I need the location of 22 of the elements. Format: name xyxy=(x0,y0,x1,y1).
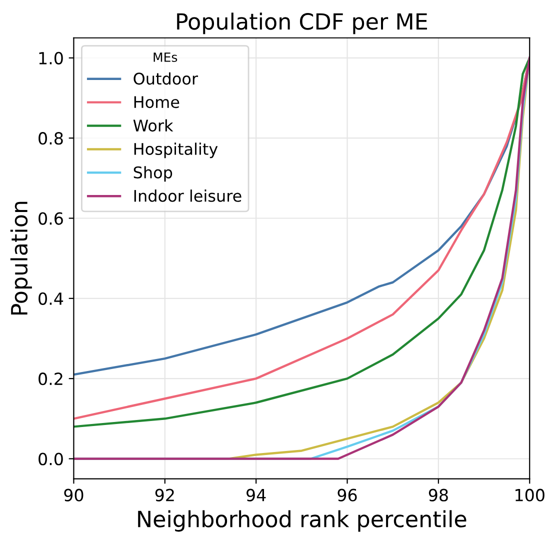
x-tick-label: 94 xyxy=(246,488,266,502)
x-tick-label: 92 xyxy=(155,488,174,502)
x-tick-label: 90 xyxy=(64,488,84,502)
y-tick-label: 0.8 xyxy=(38,132,63,145)
y-tick-label: 0.6 xyxy=(38,212,63,225)
y-tick-label: 1.0 xyxy=(39,52,63,64)
x-tick-label: 98 xyxy=(428,488,448,502)
x-axis-title: Neighborhood rank percentile xyxy=(138,510,466,532)
x-tick-label: 96 xyxy=(338,488,357,502)
legend-label: Outdoor xyxy=(134,72,198,85)
y-tick-label: 0.4 xyxy=(38,292,64,305)
legend-label: Hospitality xyxy=(134,142,218,158)
legend-label: Work xyxy=(133,119,174,132)
y-tick-label: 0.0 xyxy=(38,452,63,466)
legend-label: Indoor leisure xyxy=(134,190,242,202)
legend-label: Home xyxy=(134,96,180,108)
legend-label: Shop xyxy=(134,166,172,182)
y-tick-label: 0.2 xyxy=(38,372,62,386)
legend-title: MEs xyxy=(154,52,178,62)
chart-title: Population CDF per ME xyxy=(177,12,427,34)
x-tick-label: 100 xyxy=(516,488,544,502)
y-axis-title: Population xyxy=(10,202,32,315)
